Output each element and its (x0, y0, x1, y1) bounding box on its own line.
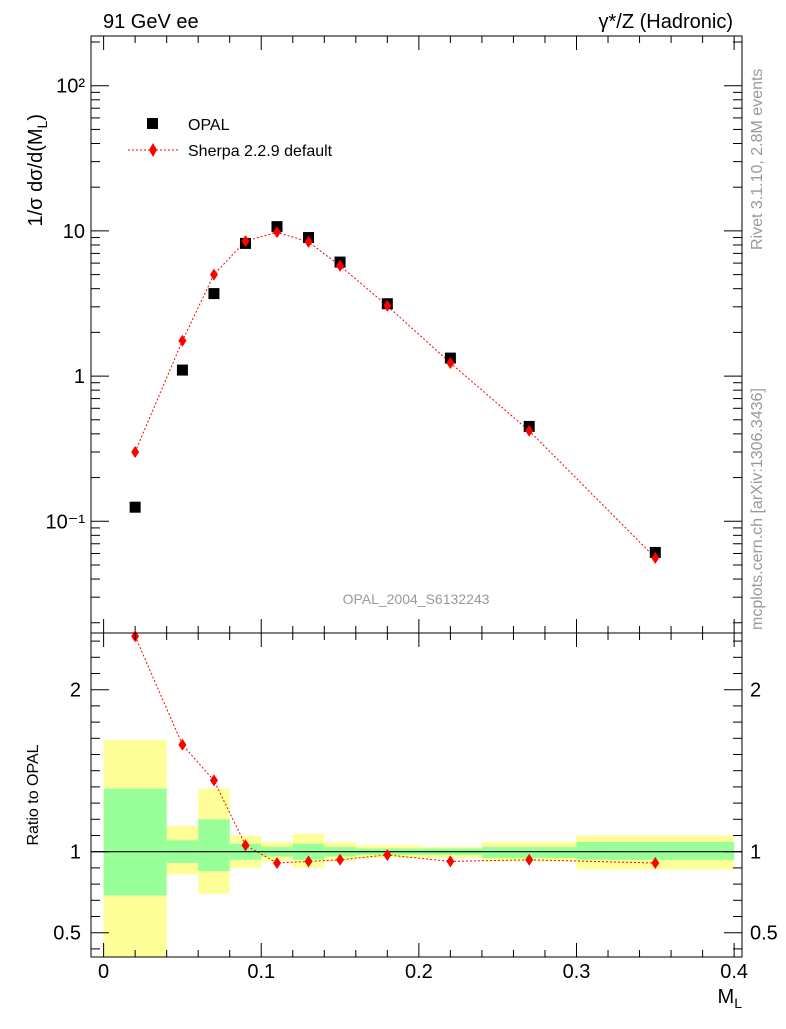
ratio-ytick-label-right: 0.5 (750, 923, 778, 945)
ratio-sherpa-point (209, 774, 218, 787)
sherpa-data-point (336, 259, 345, 272)
side-info-lower: mcplots.cern.ch [arXiv:1306.3436] (749, 388, 766, 630)
main-ytick-label: 10² (56, 76, 85, 98)
x-tick-label: 0.1 (247, 961, 275, 983)
x-axis: 0 0.1 0.2 0.3 0.4 (98, 961, 748, 983)
sherpa-data-point (131, 446, 140, 459)
x-tick-label: 0.4 (720, 961, 748, 983)
sherpa-data-point (651, 551, 660, 564)
sherpa-data-point (525, 424, 534, 437)
legend: OPAL Sherpa 2.2.9 default (128, 117, 333, 160)
opal-data-point (176, 364, 188, 376)
sherpa-data-point (241, 235, 250, 248)
main-plot-content (129, 221, 661, 564)
ratio-sherpa-point (651, 857, 660, 870)
main-ylabel: 1/σ dσ/d(ML) (25, 114, 50, 227)
ratio-band-green (576, 841, 735, 860)
ratio-sherpa-point (178, 738, 187, 751)
sherpa-data-point (209, 268, 218, 281)
sherpa-data-point (446, 357, 455, 370)
legend-opal-marker (147, 118, 158, 129)
opal-data-point (129, 501, 141, 513)
header-right-label: γ*/Z (Hadronic) (599, 11, 733, 33)
main-ytick-label: 10 (63, 221, 85, 243)
main-panel: 10⁻¹ 1 10 10² 1/σ dσ/d(ML) OPAL Sherpa 2.2.… (25, 35, 743, 634)
x-axis-label: ML (718, 986, 743, 1011)
ratio-ticks: 0.5 0.5 1 1 2 2 (53, 633, 778, 957)
ratio-sherpa-point (241, 839, 250, 852)
sherpa-data-point (178, 334, 187, 347)
ratio-sherpa-point (273, 857, 281, 870)
legend-sherpa-label: Sherpa 2.2.9 default (188, 143, 333, 160)
ratio-sherpa-point (525, 853, 534, 866)
ratio-sherpa-point (336, 853, 345, 866)
ratio-band-green (103, 788, 167, 896)
ratio-ytick-label-left: 2 (70, 680, 81, 702)
side-info-upper: Rivet 3.1.10, 2.8M events (749, 69, 766, 250)
ratio-sherpa-point (304, 855, 313, 868)
ratio-band-green (198, 819, 230, 872)
legend-opal-label: OPAL (188, 117, 230, 134)
x-tick-label: 0 (98, 961, 109, 983)
legend-sherpa-marker (149, 143, 157, 157)
opal-data-point (208, 288, 220, 300)
ratio-band-green (481, 846, 577, 859)
sherpa-data-point (273, 226, 281, 239)
ratio-plot-content (91, 630, 742, 957)
main-ytick-label: 10⁻¹ (46, 511, 86, 533)
main-ticks: 10⁻¹ 1 10 10² (46, 36, 742, 633)
main-ytick-label: 1 (74, 366, 85, 388)
watermark-label: OPAL_2004_S6132243 (343, 591, 490, 607)
ratio-panel: 0.5 0.5 1 1 2 2 Ratio to OPAL (25, 630, 778, 958)
ratio-ytick-label-right: 1 (750, 842, 761, 864)
ratio-sherpa-point (446, 855, 455, 868)
x-tick-label: 0.2 (405, 961, 433, 983)
ratio-ytick-label-right: 2 (750, 680, 761, 702)
ratio-sherpa-point (383, 848, 392, 861)
ratio-ylabel: Ratio to OPAL (25, 744, 42, 845)
sherpa-series-line (134, 231, 656, 559)
sherpa-data-point (383, 299, 392, 312)
ratio-ytick-label-left: 0.5 (53, 923, 81, 945)
ratio-plot-frame (90, 632, 743, 958)
sherpa-data-point (304, 235, 313, 248)
ratio-ytick-label-left: 1 (70, 842, 81, 864)
header-left-label: 91 GeV ee (103, 11, 199, 33)
x-tick-label: 0.3 (563, 961, 591, 983)
